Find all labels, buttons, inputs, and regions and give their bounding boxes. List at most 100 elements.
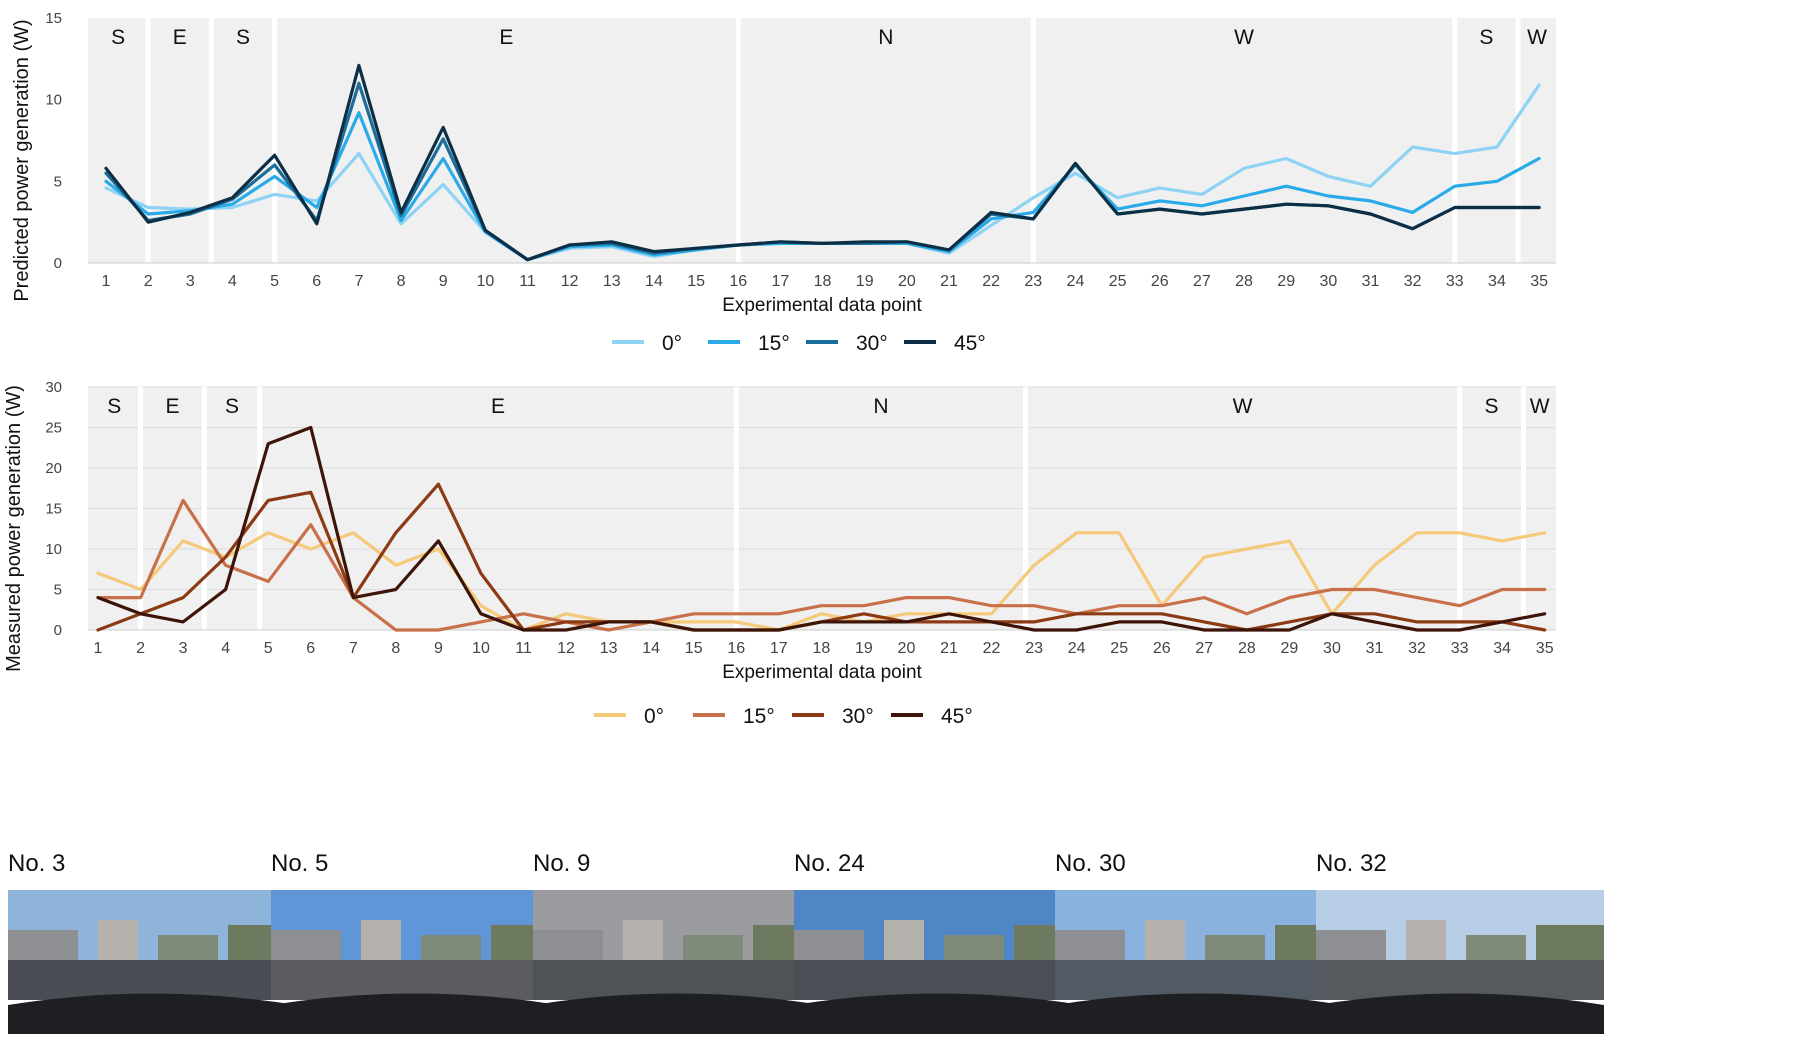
measured-region-label: W bbox=[1530, 395, 1550, 418]
measured-legend-label: 15° bbox=[743, 705, 775, 728]
predicted-x-tick-label: 19 bbox=[856, 273, 874, 290]
measured-x-tick-label: 14 bbox=[642, 640, 660, 657]
predicted-x-tick-label: 28 bbox=[1235, 273, 1253, 290]
predicted-x-tick-label: 31 bbox=[1362, 273, 1380, 290]
predicted-x-tick-label: 15 bbox=[687, 273, 705, 290]
measured-x-tick-label: 17 bbox=[770, 640, 788, 657]
predicted-x-tick-label: 34 bbox=[1488, 273, 1506, 290]
predicted-legend-label: 45° bbox=[954, 332, 986, 355]
measured-x-tick-label: 22 bbox=[983, 640, 1001, 657]
street-photo-image bbox=[1055, 890, 1343, 1034]
predicted-x-tick-label: 24 bbox=[1067, 273, 1085, 290]
photo-panel: No. 3 bbox=[8, 850, 296, 1044]
street-photo-image bbox=[1316, 890, 1604, 1034]
predicted-x-tick-label: 20 bbox=[898, 273, 916, 290]
photo-panel: No. 9 bbox=[533, 850, 821, 1044]
predicted-y-tick-label: 0 bbox=[54, 255, 62, 272]
predicted-y-tick-label: 15 bbox=[45, 10, 62, 27]
predicted-y-axis-title: Predicted power generation (W) bbox=[11, 19, 33, 301]
measured-x-tick-label: 26 bbox=[1153, 640, 1171, 657]
street-photo-image bbox=[8, 890, 296, 1034]
predicted-x-tick-label: 18 bbox=[814, 273, 832, 290]
predicted-region-label: E bbox=[173, 26, 187, 49]
measured-x-tick-label: 24 bbox=[1068, 640, 1086, 657]
predicted-x-tick-label: 1 bbox=[102, 273, 111, 290]
predicted-legend-label: 30° bbox=[856, 332, 888, 355]
predicted-y-tick-label: 5 bbox=[54, 173, 62, 190]
measured-x-tick-label: 23 bbox=[1025, 640, 1043, 657]
measured-x-tick-label: 4 bbox=[221, 640, 230, 657]
predicted-x-tick-label: 3 bbox=[186, 273, 195, 290]
predicted-region-label: N bbox=[878, 26, 893, 49]
predicted-x-tick-label: 9 bbox=[439, 273, 448, 290]
measured-y-axis-title: Measured power generation (W) bbox=[3, 385, 25, 672]
measured-region-label: E bbox=[165, 395, 179, 418]
measured-x-tick-label: 34 bbox=[1493, 640, 1511, 657]
predicted-x-tick-label: 30 bbox=[1319, 273, 1337, 290]
predicted-x-tick-label: 25 bbox=[1109, 273, 1127, 290]
predicted-x-tick-label: 14 bbox=[645, 273, 663, 290]
predicted-x-tick-label: 2 bbox=[144, 273, 153, 290]
measured-x-tick-label: 20 bbox=[898, 640, 916, 657]
measured-x-tick-label: 12 bbox=[557, 640, 575, 657]
predicted-region-label: S bbox=[1479, 26, 1493, 49]
measured-y-tick-label: 15 bbox=[45, 501, 62, 518]
photo-label: No. 32 bbox=[1316, 850, 1387, 877]
predicted-region-label: E bbox=[499, 26, 513, 49]
photo-panel: No. 5 bbox=[271, 850, 559, 1044]
measured-x-tick-label: 10 bbox=[472, 640, 490, 657]
predicted-plot-area bbox=[88, 18, 1556, 263]
measured-x-tick-label: 9 bbox=[434, 640, 443, 657]
predicted-x-tick-label: 33 bbox=[1446, 273, 1464, 290]
predicted-legend-label: 15° bbox=[758, 332, 790, 355]
predicted-y-tick-label: 10 bbox=[45, 92, 62, 109]
predicted-x-tick-label: 21 bbox=[940, 273, 958, 290]
measured-x-tick-label: 15 bbox=[685, 640, 703, 657]
measured-x-tick-label: 19 bbox=[855, 640, 873, 657]
predicted-x-tick-label: 4 bbox=[228, 273, 237, 290]
measured-x-tick-label: 18 bbox=[812, 640, 830, 657]
predicted-x-tick-label: 32 bbox=[1404, 273, 1422, 290]
measured-x-tick-label: 11 bbox=[515, 640, 532, 657]
photo-panel: No. 30 bbox=[1055, 850, 1343, 1044]
measured-legend-label: 0° bbox=[644, 705, 664, 728]
predicted-x-tick-label: 26 bbox=[1151, 273, 1169, 290]
measured-region-label: W bbox=[1233, 395, 1253, 418]
measured-region-label: S bbox=[107, 395, 121, 418]
measured-x-tick-label: 25 bbox=[1110, 640, 1128, 657]
measured-x-tick-label: 7 bbox=[349, 640, 358, 657]
measured-x-tick-label: 30 bbox=[1323, 640, 1341, 657]
photo-panel: No. 24 bbox=[794, 850, 1082, 1044]
measured-x-tick-label: 27 bbox=[1195, 640, 1213, 657]
measured-x-tick-label: 13 bbox=[600, 640, 618, 657]
photo-label: No. 24 bbox=[794, 850, 865, 877]
measured-region-label: S bbox=[225, 395, 239, 418]
predicted-x-tick-label: 35 bbox=[1530, 273, 1548, 290]
predicted-x-tick-label: 23 bbox=[1024, 273, 1042, 290]
predicted-region-label: S bbox=[236, 26, 250, 49]
measured-x-tick-label: 21 bbox=[940, 640, 958, 657]
measured-x-tick-label: 33 bbox=[1451, 640, 1469, 657]
measured-legend-label: 30° bbox=[842, 705, 874, 728]
predicted-region-label: W bbox=[1234, 26, 1254, 49]
predicted-x-tick-label: 29 bbox=[1277, 273, 1295, 290]
predicted-x-tick-label: 8 bbox=[397, 273, 406, 290]
measured-x-tick-label: 31 bbox=[1366, 640, 1384, 657]
photo-panel: No. 32 bbox=[1316, 850, 1604, 1044]
street-photo-image bbox=[794, 890, 1082, 1034]
predicted-x-tick-label: 6 bbox=[312, 273, 321, 290]
photo-label: No. 3 bbox=[8, 850, 66, 877]
measured-region-label: N bbox=[873, 395, 888, 418]
measured-y-tick-label: 10 bbox=[45, 541, 62, 558]
measured-x-tick-label: 6 bbox=[306, 640, 315, 657]
predicted-x-tick-label: 7 bbox=[354, 273, 363, 290]
predicted-x-tick-label: 10 bbox=[476, 273, 494, 290]
photo-row: No. 3 No. 5 No. 9 No. 24 No. 30 No. 32 bbox=[0, 850, 1808, 1044]
measured-region-label: E bbox=[491, 395, 505, 418]
street-photo-image bbox=[271, 890, 559, 1034]
measured-x-tick-label: 28 bbox=[1238, 640, 1256, 657]
measured-x-tick-label: 3 bbox=[179, 640, 188, 657]
